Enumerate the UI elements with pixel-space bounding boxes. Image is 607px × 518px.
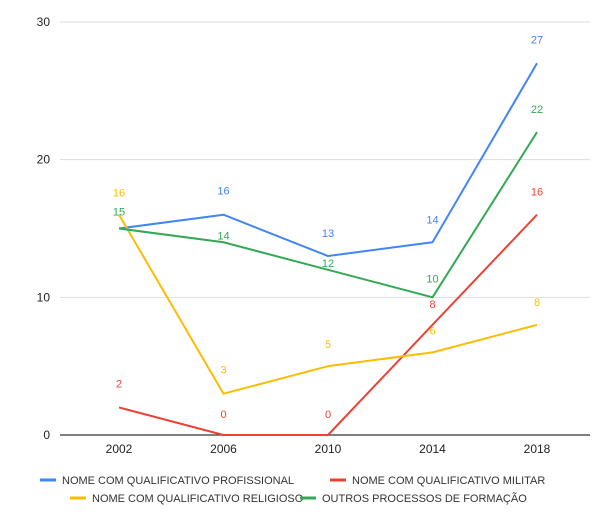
- data-label: 6: [429, 325, 435, 337]
- x-tick-label: 2018: [524, 442, 551, 456]
- data-label: 5: [325, 339, 331, 351]
- series-layer: [118, 62, 538, 436]
- series-line-2: [118, 214, 538, 436]
- legend-label: NOME COM QUALIFICATIVO MILITAR: [352, 475, 545, 487]
- data-label: 0: [220, 409, 226, 421]
- data-label: 22: [531, 104, 543, 116]
- data-label: 12: [322, 258, 334, 270]
- x-tick-label: 2006: [210, 442, 237, 456]
- series-line-4: [118, 131, 538, 299]
- series-line-1: [118, 62, 538, 258]
- y-tick-label: 30: [37, 15, 51, 29]
- data-label: 0: [325, 409, 331, 421]
- x-tick-label: 2010: [315, 442, 342, 456]
- x-tick-label: 2002: [106, 442, 133, 456]
- y-tick-label: 0: [43, 428, 50, 442]
- legend-label: NOME COM QUALIFICATIVO RELIGIOSO: [92, 493, 304, 505]
- data-label: 14: [426, 214, 438, 226]
- data-label: 13: [322, 228, 334, 240]
- data-label: 27: [531, 34, 543, 46]
- y-tick-label: 10: [37, 290, 51, 304]
- data-label: 16: [113, 188, 125, 200]
- x-tick-label: 2014: [419, 442, 446, 456]
- data-label: 2: [116, 378, 122, 390]
- legend: NOME COM QUALIFICATIVO PROFISSIONAL NOME …: [40, 475, 545, 505]
- data-label: 15: [113, 207, 125, 219]
- data-label: 10: [426, 273, 438, 285]
- legend-label: NOME COM QUALIFICATIVO PROFISSIONAL: [62, 475, 294, 487]
- legend-label: OUTROS PROCESSOS DE FORMAÇÃO: [322, 492, 527, 505]
- data-label: 8: [534, 297, 540, 309]
- data-label: 14: [217, 230, 229, 242]
- data-label: 3: [220, 365, 226, 377]
- y-tick-label: 20: [37, 153, 51, 167]
- data-label: 16: [217, 186, 229, 198]
- data-label: 16: [531, 187, 543, 199]
- data-label-layer: 16 13 14 27 2 0 0 8 16 16 3 5 6 8 15 14 12 10 22: [113, 34, 543, 421]
- series-line-3: [118, 214, 538, 395]
- data-label: 8: [429, 299, 435, 311]
